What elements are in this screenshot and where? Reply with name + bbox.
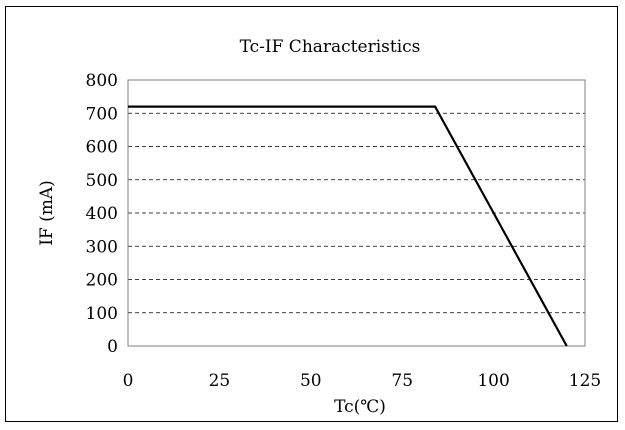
chart-frame: [5, 6, 618, 422]
x-tick-label: 50: [300, 371, 322, 391]
y-tick-label: 700: [86, 104, 118, 124]
x-tick-label: 100: [477, 371, 509, 391]
y-tick-label: 800: [86, 71, 118, 91]
x-tick-label: 0: [123, 371, 134, 391]
series-group: [128, 105, 568, 347]
chart-title: Tc-IF Characteristics: [240, 37, 421, 57]
y-tick-label: 200: [86, 271, 118, 291]
y-tick-label: 0: [107, 337, 118, 357]
x-axis-title: Tc(℃): [334, 397, 386, 417]
y-axis-title: IF (mA): [37, 180, 57, 246]
y-tick-label: 300: [86, 237, 118, 257]
grid: [128, 112, 585, 314]
y-tick-label: 500: [86, 171, 118, 191]
x-tick-label: 25: [209, 371, 231, 391]
plot-area: [127, 79, 586, 347]
x-axis-ticks: 0 25 50 75 100 125: [123, 371, 602, 391]
y-tick-label: 400: [86, 204, 118, 224]
y-tick-label: 100: [86, 304, 118, 324]
x-tick-label: 75: [391, 371, 413, 391]
y-axis-ticks: 0 100 200 300 400 500 600 700 800: [86, 71, 118, 357]
y-tick-label: 600: [86, 138, 118, 158]
x-tick-label: 125: [569, 371, 601, 391]
series-line-0: [128, 105, 568, 347]
